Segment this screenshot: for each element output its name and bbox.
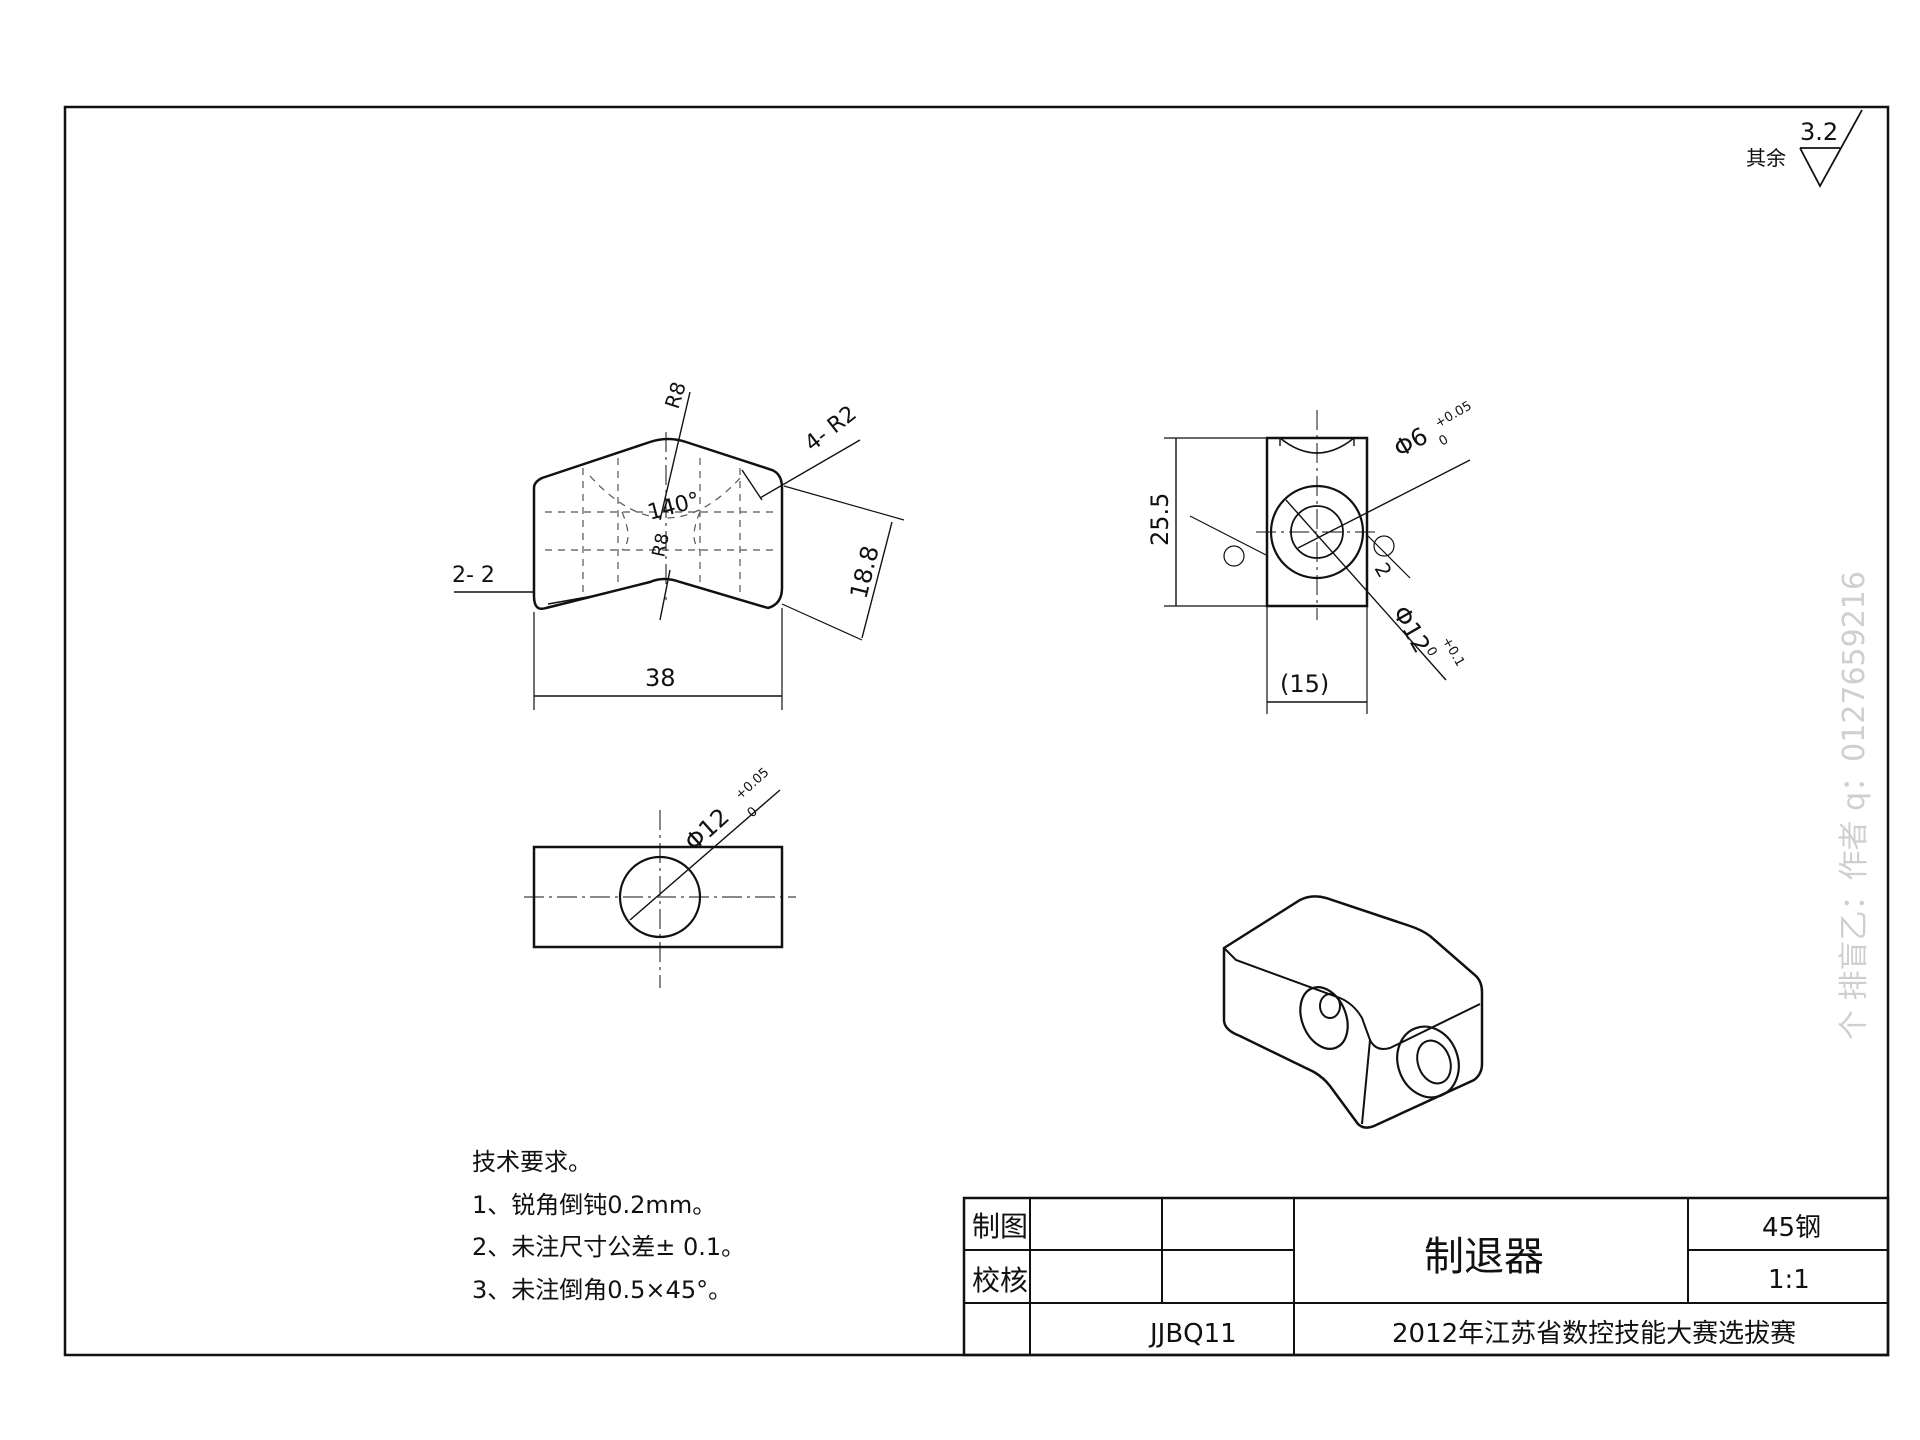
- drawing-number: JJBQ11: [1148, 1319, 1237, 1349]
- part-name: 制退器: [1424, 1234, 1544, 1280]
- side-hole-small-tol-lower: 0: [1437, 432, 1452, 449]
- side-height-label: 25.5: [1146, 493, 1174, 546]
- material-label: 45钢: [1762, 1213, 1821, 1243]
- front-width-label: 38: [645, 664, 676, 692]
- tech-req-item-2: 2、未注尺寸公差± 0.1。: [472, 1233, 745, 1261]
- front-height-label: 18.8: [845, 543, 885, 602]
- side-width-label: (15): [1280, 670, 1329, 698]
- tech-req-item-3: 3、未注倒角0.5×45°。: [472, 1276, 732, 1304]
- front-corner-radius-label: 4- R2: [800, 401, 861, 457]
- watermark-text: 个 排盲乙：作者 q：0127659216: [1837, 571, 1872, 1040]
- roughness-triangle-icon: [1799, 109, 1863, 188]
- front-angle-label: 140°: [645, 488, 703, 526]
- roughness-symbol: 其余 3.2: [1746, 109, 1863, 188]
- roughness-value: 3.2: [1800, 118, 1838, 146]
- tech-requirements: 技术要求。 1、锐角倒钝0.2mm。 2、未注尺寸公差± 0.1。 3、未注倒角…: [472, 1148, 745, 1304]
- drawing-frame: [63, 105, 1890, 1357]
- roughness-label: 其余: [1746, 146, 1786, 170]
- event-name: 2012年江苏省数控技能大赛选拔赛: [1392, 1319, 1796, 1349]
- front-chamfer-label: 2- 2: [452, 563, 495, 588]
- top-hole-base: Φ12: [679, 803, 734, 857]
- side-hole-small-tol-upper: +0.05: [1433, 399, 1475, 432]
- top-hole-tol-upper: +0.05: [733, 765, 773, 803]
- side-depth-label: 2: [1370, 559, 1397, 582]
- isometric-view: [1222, 895, 1484, 1129]
- tech-req-title: 技术要求。: [472, 1148, 592, 1176]
- side-view: Φ6 +0.05 0 Φ12 +0.1 0 2 25.5 (15): [1146, 399, 1475, 714]
- front-r8-inner-label: R8: [648, 531, 674, 559]
- side-hole-small-base: Φ6: [1389, 422, 1433, 463]
- top-view: Φ12 +0.05 0: [524, 765, 796, 988]
- scale-label: 1:1: [1768, 1265, 1810, 1295]
- front-view: R8 140° R8 4- R2 2- 2 38 18.8: [452, 379, 905, 710]
- side-hole-big-tol-upper: +0.1: [1439, 635, 1468, 670]
- front-outline: [532, 437, 784, 610]
- tech-req-item-1: 1、锐角倒钝0.2mm。: [472, 1191, 716, 1219]
- drawn-by-label: 制图: [972, 1210, 1028, 1243]
- checked-by-label: 校核: [972, 1264, 1028, 1297]
- title-block: 制图 校核 制退器 45钢 1:1 JJBQ11 2012年江苏省数控技能大赛选…: [962, 1196, 1890, 1357]
